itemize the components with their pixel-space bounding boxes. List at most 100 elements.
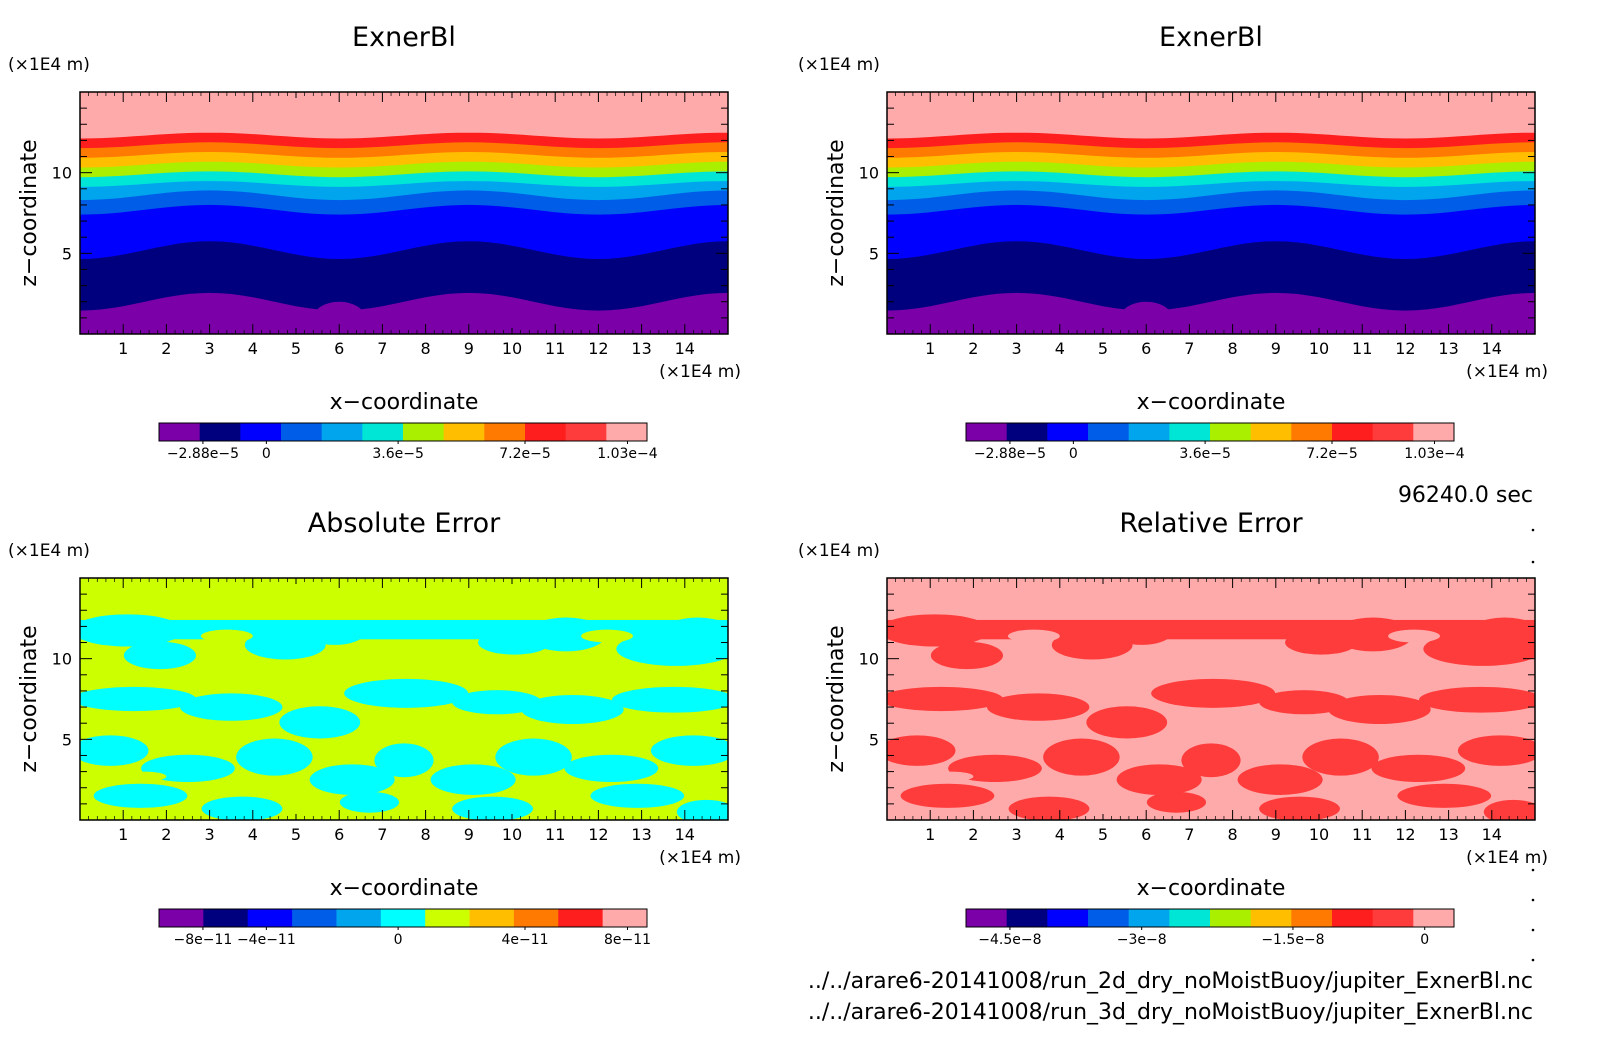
colorbar-swatch: [1250, 423, 1292, 441]
error-patch: [309, 764, 395, 795]
error-patch: [1328, 695, 1431, 724]
x-tick-label: 11: [545, 339, 565, 358]
error-patch: [986, 693, 1090, 721]
error-hole: [1198, 650, 1276, 674]
panel-title: Absolute Error: [308, 508, 501, 539]
colorbar-swatch: [281, 423, 323, 441]
x-tick-label: 7: [1184, 339, 1194, 358]
panel-title: ExnerBl: [1159, 22, 1263, 53]
colorbar-swatch: [1291, 909, 1333, 927]
colorbar-swatch: [1128, 909, 1170, 927]
x-tick-label: 8: [421, 339, 431, 358]
footer-file-path-2d: ../../arare6-20141008/run_2d_dry_noMoist…: [808, 969, 1533, 994]
colorbar-swatch: [336, 909, 382, 927]
colorbar-swatch: [513, 909, 559, 927]
colorbar-frame: [158, 908, 648, 928]
colorbar-frame: [965, 908, 1455, 928]
error-patch: [1112, 620, 1172, 645]
minimum-blob: [313, 301, 366, 334]
error-patch: [887, 614, 991, 647]
x-tick-label: 6: [334, 339, 344, 358]
error-patch: [1151, 678, 1276, 708]
panel-title: Relative Error: [1119, 508, 1303, 539]
y-axis-label: z−coordinate: [824, 139, 849, 286]
colorbar-swatch: [606, 423, 648, 441]
x-tick-label: 2: [161, 825, 171, 844]
panel-exnerbl-right: ExnerBl (×1E4 m) 1 2 3 4 5 6 7 8 9 10 11 12 13 14510 …: [798, 22, 1548, 462]
error-hole: [581, 629, 633, 643]
panel-title: ExnerBl: [352, 22, 456, 53]
colorbar-swatch: [1210, 423, 1252, 441]
colorbar-swatch: [425, 909, 471, 927]
error-patch: [80, 614, 184, 647]
colorbar-tick-label: −2.88e−5: [167, 446, 239, 462]
x-tick-label: 9: [464, 339, 474, 358]
dot-markers: [1531, 528, 1535, 962]
x-tick-label: 4: [1055, 339, 1065, 358]
colorbar-tick-label: 0: [1069, 446, 1078, 462]
x-tick-label: 2: [161, 339, 171, 358]
x-tick-label: 12: [588, 339, 608, 358]
x-tick-label: 9: [1271, 825, 1281, 844]
plot-frame: [79, 577, 729, 821]
error-hole: [391, 650, 469, 674]
x-unit-label: (×1E4 m): [659, 848, 741, 868]
x-tick-label: 8: [1228, 339, 1238, 358]
error-hole: [200, 629, 253, 643]
x-tick-label: 12: [588, 825, 608, 844]
error-patch: [1419, 686, 1535, 713]
x-tick-label: 4: [248, 825, 258, 844]
error-patch: [244, 630, 326, 660]
colorbar-swatch: [1047, 909, 1089, 927]
error-hole: [1474, 771, 1518, 782]
colorbar-swatch: [1291, 423, 1333, 441]
colorbar-swatch: [1332, 909, 1374, 927]
error-patch: [236, 738, 313, 776]
x-tick-label: 7: [377, 825, 387, 844]
x-tick-label: 4: [248, 339, 258, 358]
colorbar-swatch: [159, 423, 201, 441]
error-patch: [93, 783, 188, 808]
colorbar-swatch: [1372, 423, 1414, 441]
x-tick-label: 1: [925, 339, 935, 358]
error-patch: [201, 796, 283, 820]
colorbar-swatch: [1088, 423, 1130, 441]
x-tick-label: 13: [631, 825, 651, 844]
colorbar: −4.5e−8 −3e−8 −1.5e−8 0: [965, 908, 1455, 948]
x-axis-label: x−coordinate: [1137, 390, 1286, 415]
x-tick-label: 12: [1395, 339, 1415, 358]
x-tick-label: 6: [1141, 339, 1151, 358]
error-patch: [452, 690, 542, 715]
colorbar-frame: [965, 422, 1455, 442]
panel-exnerbl-left: ExnerBl (×1E4 m) 1 2 3 4 5 6 7 8 9 10 11 12 13 14510 …: [8, 22, 741, 462]
error-patch: [430, 764, 516, 795]
error-patch: [521, 695, 624, 724]
error-patch: [676, 799, 728, 820]
x-tick-label: 6: [1141, 825, 1151, 844]
error-patch: [1008, 796, 1090, 820]
colorbar-swatch: [1006, 423, 1048, 441]
colorbar-swatch: [199, 423, 241, 441]
colorbar-tick-label: 0: [394, 932, 403, 948]
x-axis-label: x−coordinate: [330, 876, 479, 901]
x-tick-label: 11: [1352, 825, 1372, 844]
x-tick-label: 5: [291, 825, 301, 844]
z-unit-label: (×1E4 m): [798, 55, 880, 75]
error-patch: [80, 686, 196, 712]
colorbar-swatch: [403, 423, 445, 441]
x-tick-label: 2: [968, 825, 978, 844]
x-tick-label: 10: [1309, 825, 1329, 844]
contour-band: [887, 292, 1535, 334]
colorbar-swatch: [203, 909, 249, 927]
colorbar-swatch: [1169, 423, 1211, 441]
x-tick-label: 11: [1352, 339, 1372, 358]
colorbar-swatch: [565, 423, 607, 441]
colorbar-tick-label: −4e−11: [237, 932, 296, 948]
x-tick-label: 5: [1098, 825, 1108, 844]
error-hole: [123, 771, 167, 782]
colorbar-frame: [158, 422, 648, 442]
error-patch: [887, 686, 1003, 712]
error-patch: [1146, 791, 1207, 813]
error-patch: [1043, 738, 1120, 776]
